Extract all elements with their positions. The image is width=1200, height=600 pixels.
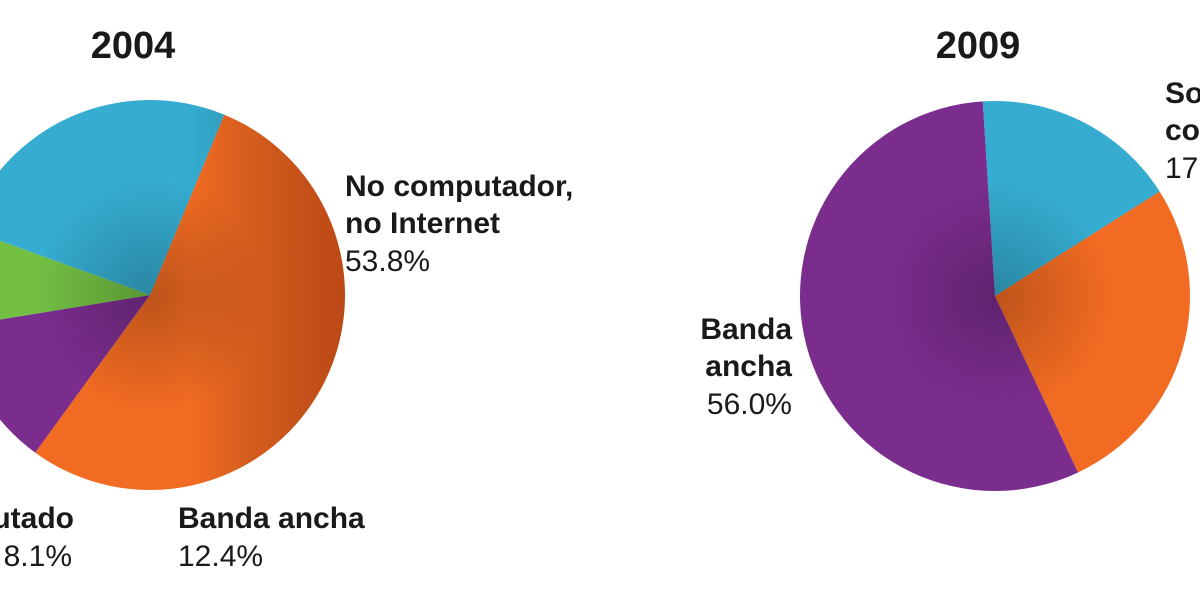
slice-label-banda-ancha-2009-line1: Banda: [700, 313, 792, 346]
slice-pct-banda-ancha: 12.4%: [178, 540, 263, 573]
slice-label-no-computador-line2: no Internet: [345, 207, 500, 240]
slice-label-banda-ancha: Banda ancha: [178, 502, 365, 535]
slice-pct-solo-computador: 17: [1165, 152, 1198, 185]
slice-pct-banda-ancha-2009: 56.0%: [707, 388, 792, 421]
slice-label-solo-computador-line1: So: [1165, 77, 1200, 110]
slice-label-solo-computador-line2: co: [1165, 114, 1200, 147]
pie-chart-2009: 2009 So co 17 Banda ancha 56.0%: [700, 25, 1200, 491]
slice-pct-no-computador: 53.8%: [345, 245, 430, 278]
slice-label-computador: utado: [0, 502, 74, 535]
slice-label-banda-ancha-2009-line2: ancha: [705, 350, 792, 383]
slice-label-no-computador-line1: No computador,: [345, 170, 573, 203]
chart-title-2009: 2009: [936, 25, 1021, 67]
chart-title-2004: 2004: [91, 25, 176, 67]
pie-chart-2004: 2004 No computador, no Internet 53.8% Ba…: [0, 25, 573, 573]
slice-pct-computador: 8.1%: [4, 540, 72, 573]
